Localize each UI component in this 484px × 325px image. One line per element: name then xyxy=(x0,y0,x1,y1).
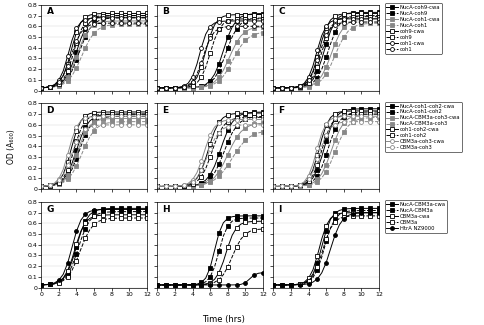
Text: H: H xyxy=(162,204,170,214)
Legend: NucA-CBM3a-cwa, NucA-CBM3a, CBM3a-cwa, CBM3a, HtrA NZ9000: NucA-CBM3a-cwa, NucA-CBM3a, CBM3a-cwa, C… xyxy=(384,200,447,233)
Text: E: E xyxy=(162,106,168,115)
Text: I: I xyxy=(278,204,281,214)
Text: G: G xyxy=(46,204,54,214)
Text: F: F xyxy=(278,106,284,115)
Text: C: C xyxy=(278,7,285,17)
Text: A: A xyxy=(46,7,53,17)
Text: OD (A₆₀₀): OD (A₆₀₀) xyxy=(7,129,16,163)
Legend: NucA-coh1-coh2-cwa, NucA-coh1-coh2, NucA-CBM3a-coh3-cwa, NucA-CBM3a-coh3, coh1-c: NucA-coh1-coh2-cwa, NucA-coh1-coh2, NucA… xyxy=(384,102,461,152)
Legend: NucA-coh9-cwa, NucA-coh9, NucA-coh1-cwa, NucA-coh1, coh9-cwa, coh9, coh1-cwa, co: NucA-coh9-cwa, NucA-coh9, NucA-coh1-cwa,… xyxy=(384,3,441,54)
Text: Time (hrs): Time (hrs) xyxy=(201,315,244,324)
Text: D: D xyxy=(46,106,54,115)
Text: B: B xyxy=(162,7,169,17)
